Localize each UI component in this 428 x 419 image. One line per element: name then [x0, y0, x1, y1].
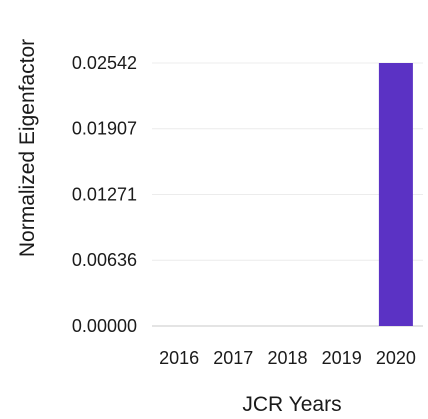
- x-tick-label: 2018: [267, 348, 307, 368]
- y-tick-label: 0.01271: [72, 185, 137, 205]
- x-tick-label: 2016: [159, 348, 199, 368]
- x-tick-label: 2020: [376, 348, 416, 368]
- y-tick-label: 0.00636: [72, 250, 137, 270]
- gridlines: [152, 62, 423, 327]
- y-tick-label: 0.01907: [72, 119, 137, 139]
- x-axis-title: JCR Years: [242, 393, 341, 416]
- x-tick-label: 2019: [322, 348, 362, 368]
- x-tick-label: 2017: [213, 348, 253, 368]
- bar-2020[interactable]: [378, 63, 413, 326]
- x-tick-labels: 2016 2017 2018 2019 2020: [159, 348, 416, 368]
- y-tick-label: 0.00000: [72, 316, 137, 336]
- y-axis-title: Normalized Eigenfactor: [16, 39, 39, 257]
- y-tick-labels: 0.00000 0.00636 0.01271 0.01907 0.02542: [72, 53, 137, 336]
- y-tick-label: 0.02542: [72, 53, 137, 73]
- bars: [378, 63, 413, 326]
